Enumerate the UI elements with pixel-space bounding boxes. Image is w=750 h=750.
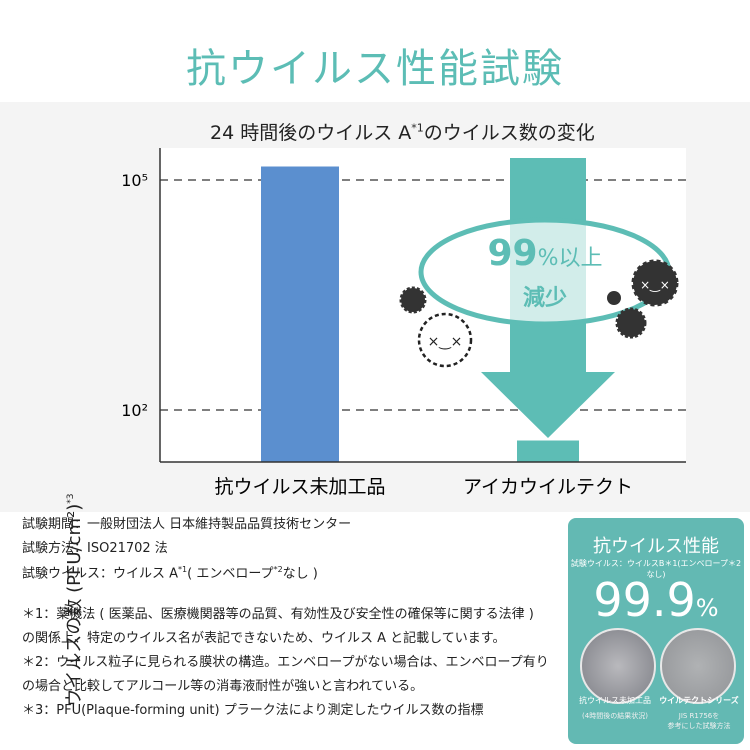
chart-title: 24 時間後のウイルス A*1のウイルス数の変化 xyxy=(210,121,595,144)
note-period: 試験期間：一般財団法人 日本維持製品品質技術センター xyxy=(22,517,352,532)
y-tick-label: 10⁵ xyxy=(121,171,148,190)
x-category-label: 抗ウイルス未加工品 xyxy=(214,476,385,498)
note-virus: 試験ウイルス：ウイルス A*1( エンベロープ*2なし ) xyxy=(22,565,318,582)
page-title: 抗ウイルス性能試験 xyxy=(186,46,564,92)
petri-dish-treated-icon xyxy=(660,628,736,704)
note-method: 試験方法：ISO21702 法 xyxy=(22,541,168,556)
bar-aica xyxy=(517,440,579,462)
y-tick-label: 10² xyxy=(121,401,148,420)
petri-dish-untreated-icon xyxy=(580,628,656,704)
callout-line2: 減少 xyxy=(523,286,567,311)
card-left-sub: (4時間後の結果状況) xyxy=(582,712,648,720)
footnote-1b: の関係上、特定のウイルス名が表記できないため、ウイルス A と記載しています。 xyxy=(22,631,506,647)
card-right-label: ウイルテクトシリーズ xyxy=(659,696,739,705)
virus-icon xyxy=(607,291,621,305)
svg-text:×‿×: ×‿× xyxy=(428,334,463,350)
virus-icon: ×‿× xyxy=(631,259,679,307)
svg-text:×‿×: ×‿× xyxy=(640,278,670,292)
bar-untreated xyxy=(261,166,339,462)
card-percent: 99.9% xyxy=(593,573,719,627)
card-subtitle: 試験ウイルス：ウイルスB＊1(エンベロープ＊2なし) xyxy=(570,559,742,579)
performance-card: 抗ウイルス性能 試験ウイルス：ウイルスB＊1(エンベロープ＊2なし) 99.9%… xyxy=(568,518,744,744)
virus-icon xyxy=(399,286,427,314)
card-right-sub: JIS R1756を 参考にした試験方法 xyxy=(667,712,731,730)
card-title: 抗ウイルス性能 xyxy=(593,536,719,557)
virus-icon: ×‿× xyxy=(417,312,473,368)
card-left-label: 抗ウイルス未加工品 xyxy=(579,696,651,705)
virus-icon xyxy=(615,307,647,339)
footnote-2a: ＊2：ウイルス粒子に見られる膜状の構造。エンベロープがない場合は、エンベロープ有… xyxy=(22,655,549,671)
x-category-label: アイカウイルテクト xyxy=(463,476,633,498)
footnote-2b: の場合と比較してアルコール等の消毒液耐性が強いと言われている。 xyxy=(22,679,424,695)
callout-line1: 99%以上 xyxy=(487,233,602,274)
footnote-3: ＊3：PFU(Plaque-forming unit) プラーク法により測定した… xyxy=(22,703,484,719)
footnote-1a: ＊1：薬機法 ( 医薬品、医療機関器等の品質、有効性及び安全性の確保等に関する法… xyxy=(22,607,534,623)
test-notes: 試験期間：一般財団法人 日本維持製品品質技術センター 試験方法：ISO21702… xyxy=(22,518,549,728)
